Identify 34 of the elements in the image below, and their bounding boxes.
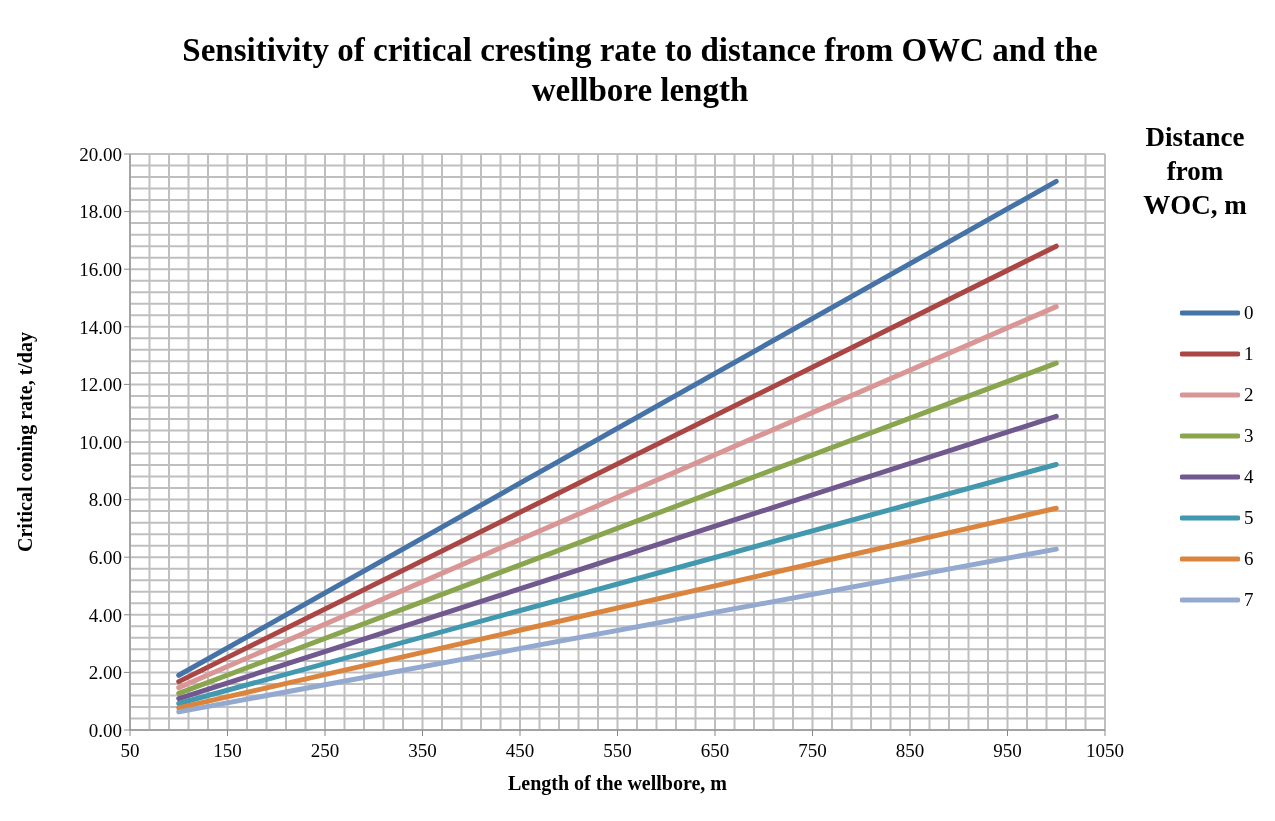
x-tick-label: 250: [310, 740, 340, 762]
legend-label: 5: [1244, 506, 1254, 529]
x-tick-label: 450: [505, 740, 535, 762]
y-axis-title: Critical coning rate, t/day: [14, 332, 38, 552]
y-tick-label: 2.00: [88, 662, 122, 684]
legend-label: 7: [1244, 588, 1254, 611]
x-tick-label: 850: [895, 740, 925, 762]
y-tick-label: 16.00: [79, 258, 122, 280]
y-tick-label: 6.00: [88, 546, 122, 568]
legend-title: Distance from WOC, m: [1142, 121, 1248, 222]
x-axis-title: Length of the wellbore, m: [507, 772, 728, 795]
x-tick-label: 550: [603, 740, 632, 762]
y-tick-label: 12.00: [79, 374, 122, 396]
y-tick-label: 0.00: [88, 719, 122, 741]
y-tick-label: 18.00: [79, 201, 122, 223]
legend-label: 6: [1244, 547, 1254, 570]
x-tick-label: 750: [798, 740, 827, 762]
x-tick-label: 150: [213, 740, 242, 762]
x-tick-label: 1050: [1086, 740, 1124, 762]
y-tick-label: 20.00: [79, 143, 122, 165]
legend-label: 3: [1244, 424, 1254, 447]
x-tick-label: 650: [700, 740, 730, 762]
x-tick-label: 50: [120, 740, 140, 762]
x-tick-label: 950: [993, 740, 1022, 762]
legend-label: 4: [1244, 465, 1254, 488]
chart-title: Sensitivity of critical cresting rate to distance from OWC and the wellbore length: [181, 31, 1099, 110]
y-tick-label: 10.00: [79, 431, 122, 453]
y-tick-label: 8.00: [88, 489, 122, 511]
legend-label: 2: [1244, 383, 1254, 406]
x-tick-label: 350: [408, 740, 437, 762]
y-tick-label: 14.00: [79, 316, 122, 338]
y-tick-label: 4.00: [88, 604, 122, 626]
legend-label: 0: [1244, 301, 1254, 324]
legend-label: 1: [1244, 342, 1254, 365]
